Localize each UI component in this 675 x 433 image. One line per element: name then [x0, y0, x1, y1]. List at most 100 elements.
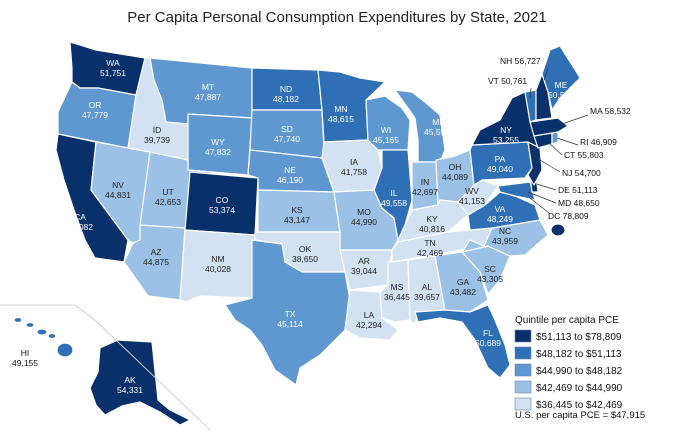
state-value-OH: 44,089: [442, 172, 468, 182]
state-value-NC: 43,959: [492, 236, 518, 246]
state-abbr-MI: MI: [432, 117, 441, 127]
state-abbr-WV: WV: [465, 186, 479, 196]
state-abbr-CO: CO: [216, 195, 229, 205]
state-label-UT: UT 42,653: [155, 187, 181, 207]
state-value-TN: 42,469: [417, 248, 443, 258]
state-label-NC: NC 43,959: [492, 226, 518, 246]
state-label-CO: CO 53,374: [209, 195, 235, 215]
state-value-AK: 54,331: [117, 385, 143, 395]
state-label-DC: DC 78,809: [548, 211, 589, 221]
state-value-OR: 47,779: [82, 110, 108, 120]
state-abbr-FL: FL: [483, 328, 493, 338]
state-abbr-MD: MD: [558, 198, 574, 208]
state-label-IL: IL 49,558: [381, 188, 407, 208]
state-abbr-NC: NC: [499, 226, 511, 236]
state-abbr-NY: NY: [500, 125, 512, 135]
state-value-IN: 42,697: [412, 187, 438, 197]
state-label-MS: MS 36,445: [384, 282, 410, 302]
state-value-ID: 39,739: [144, 135, 170, 145]
legend-range-1: $51,113 to $78,809: [536, 332, 622, 343]
state-abbr-OK: OK: [299, 244, 312, 254]
state-label-AZ: AZ 44,875: [143, 247, 169, 267]
state-label-AR: AR 39,044: [351, 256, 377, 276]
state-value-DC: 78,809: [563, 211, 589, 221]
state-abbr-IN: IN: [421, 177, 430, 187]
state-value-WV: 41,153: [459, 196, 485, 206]
state-abbr-AZ: AZ: [151, 247, 162, 257]
state-label-TX: TX 45,114: [277, 309, 303, 329]
state-label-HI: HI 49,155: [12, 348, 38, 368]
state-value-MO: 44,990: [351, 217, 377, 227]
state-label-CA: CA 53,082: [67, 212, 93, 232]
state-label-KS: KS 43,147: [284, 205, 310, 225]
state-abbr-PA: PA: [495, 154, 506, 164]
legend-swatch-4: [514, 380, 532, 394]
state-value-MD: 48,650: [574, 198, 600, 208]
state-abbr-NV: NV: [112, 180, 124, 190]
state-value-FL: 50,689: [475, 338, 501, 348]
state-value-NJ: 54,700: [575, 168, 601, 178]
state-abbr-MS: MS: [391, 282, 404, 292]
state-label-AL: AL 39,657: [414, 282, 440, 302]
state-abbr-KS: KS: [291, 205, 303, 215]
state-shape-AK: [89, 339, 191, 426]
state-abbr-NE: NE: [284, 165, 296, 175]
state-label-NY: NY 53,255: [493, 125, 519, 145]
legend-range-5: $36,445 to $42,469: [536, 400, 623, 411]
legend-title: Quintile per capita PCE: [515, 315, 619, 326]
state-shape-IL: [373, 149, 413, 241]
legend-swatch-2: [514, 346, 532, 360]
state-shape-MA: [529, 117, 569, 137]
state-abbr-UT: UT: [162, 187, 173, 197]
state-abbr-CT: CT: [564, 150, 578, 160]
state-value-TX: 45,114: [277, 319, 303, 329]
legend: Quintile per capita PCE $51,113 to $78,8…: [514, 315, 645, 421]
state-value-PA: 49,040: [487, 164, 513, 174]
state-abbr-OH: OH: [449, 162, 462, 172]
state-value-RI: 46,909: [591, 137, 617, 147]
state-abbr-AL: AL: [422, 282, 433, 292]
state-label-IN: IN 42,697: [412, 177, 438, 197]
state-value-WI: 45,165: [373, 135, 399, 145]
legend-note: U.S. per capita PCE = $47,915: [515, 410, 645, 421]
state-label-OR: OR 47,779: [82, 100, 108, 120]
state-value-ME: 50,559: [548, 90, 574, 100]
state-shape-NH: [535, 73, 553, 121]
state-abbr-CA: CA: [74, 212, 86, 222]
map-title: Per Capita Personal Consumption Expendit…: [127, 9, 546, 26]
legend-range-2: $48,182 to $51,113: [536, 349, 622, 360]
state-abbr-SC: SC: [484, 264, 496, 274]
state-label-PA: PA 49,040: [487, 154, 513, 174]
state-abbr-DE: DE: [558, 185, 572, 195]
state-value-VA: 48,249: [487, 214, 513, 224]
state-abbr-NM: NM: [211, 254, 224, 264]
state-value-NV: 44,831: [105, 190, 131, 200]
state-label-NJ: NJ 54,700: [562, 168, 601, 178]
state-label-WV: WV 41,153: [459, 186, 485, 206]
state-label-TN: TN 42,469: [417, 238, 443, 258]
state-value-AR: 39,044: [351, 266, 377, 276]
state-label-SC: SC 43,305: [477, 264, 503, 284]
state-label-RI: RI 46,909: [580, 137, 617, 147]
state-label-ID: ID 39,739: [144, 125, 170, 145]
state-abbr-MO: MO: [357, 207, 371, 217]
state-abbr-LA: LA: [364, 310, 375, 320]
state-abbr-MA: MA: [590, 106, 605, 116]
state-abbr-WY: WY: [211, 137, 225, 147]
state-abbr-DC: DC: [548, 211, 563, 221]
state-label-WI: WI 45,165: [373, 125, 399, 145]
state-abbr-KY: KY: [426, 214, 438, 224]
state-label-IA: IA 41,758: [341, 157, 367, 177]
state-label-MN: MN 48,615: [328, 104, 354, 124]
state-value-AL: 39,657: [414, 292, 440, 302]
state-label-MD: MD 48,650: [558, 198, 600, 208]
state-abbr-GA: GA: [457, 277, 470, 287]
state-value-NE: 46,190: [277, 175, 303, 185]
state-abbr-TX: TX: [285, 309, 296, 319]
state-label-ND: ND 48,182: [273, 84, 299, 104]
state-abbr-VT: VT: [488, 76, 501, 86]
inset-border: [0, 304, 211, 431]
state-label-VT: VT 50,761: [488, 76, 527, 86]
state-value-GA: 43,482: [450, 287, 476, 297]
state-value-WA: 51,751: [100, 68, 126, 78]
